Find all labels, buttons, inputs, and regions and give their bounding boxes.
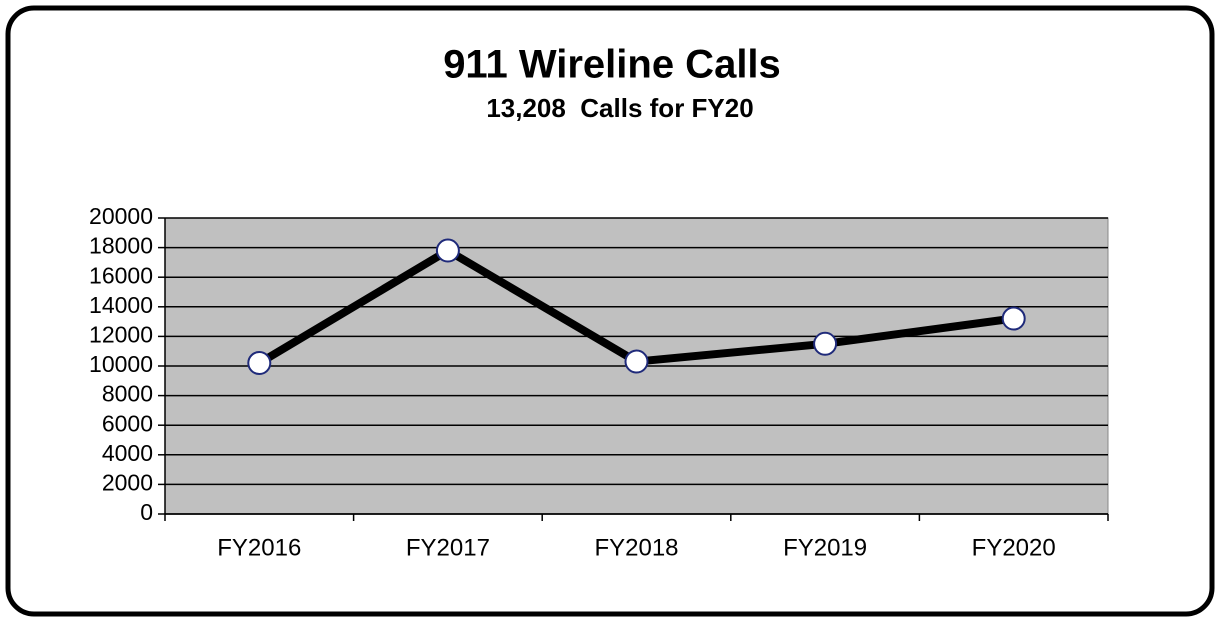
y-tick-label: 4000 — [102, 440, 153, 466]
y-tick-label: 14000 — [89, 292, 153, 318]
x-tick-label: FY2017 — [406, 534, 490, 561]
y-tick-label: 18000 — [89, 233, 153, 259]
data-point — [624, 349, 649, 374]
data-point — [247, 351, 272, 376]
data-point — [1001, 306, 1026, 331]
y-tick-label: 6000 — [102, 410, 153, 436]
x-tick-label: FY2020 — [972, 534, 1056, 561]
y-tick-label: 0 — [140, 499, 153, 525]
chart-title: 911 Wireline Calls — [443, 43, 781, 87]
data-point — [813, 331, 838, 356]
x-tick-label: FY2016 — [217, 534, 301, 561]
y-tick-label: 12000 — [89, 321, 153, 347]
x-tick-label: FY2018 — [594, 534, 678, 561]
y-tick-label: 2000 — [102, 469, 153, 495]
y-tick-label: 10000 — [89, 351, 153, 377]
data-point — [435, 238, 460, 263]
chart-subtitle: 13,208 Calls for FY20 — [486, 93, 753, 123]
y-tick-label: 20000 — [89, 203, 153, 229]
y-tick-label: 8000 — [102, 381, 153, 407]
y-tick-label: 16000 — [89, 262, 153, 288]
x-tick-label: FY2019 — [783, 534, 867, 561]
